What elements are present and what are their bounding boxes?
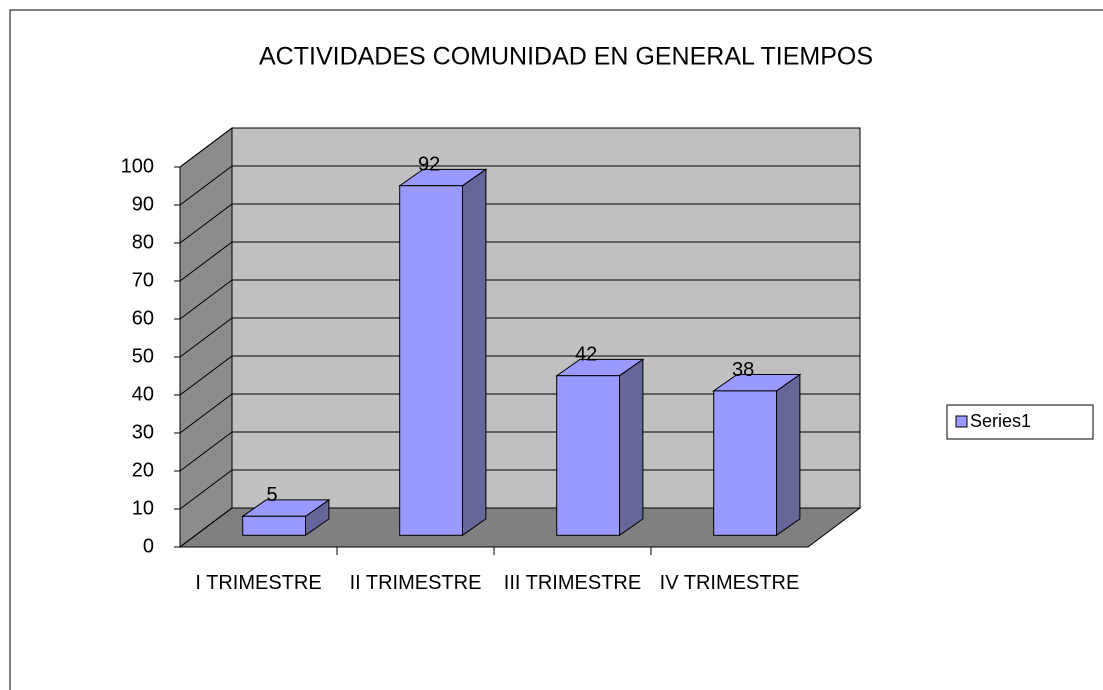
y-tick-label: 50 bbox=[132, 345, 154, 367]
x-tick-label-box: III TRIMESTRE bbox=[503, 572, 642, 594]
legend-swatch bbox=[955, 415, 968, 428]
grid-line bbox=[179, 241, 233, 282]
y-tick-label: 60 bbox=[132, 307, 154, 329]
y-tick-label: 40 bbox=[132, 383, 154, 405]
y-tick-label: 100 bbox=[121, 155, 154, 177]
y-tick-label: 20 bbox=[132, 459, 154, 481]
y-tick-label: 80 bbox=[132, 231, 154, 253]
x-tick-label-box: II TRIMESTRE bbox=[349, 572, 482, 594]
data-label: 92 bbox=[418, 154, 440, 176]
bar-front bbox=[556, 375, 621, 536]
x-tick-label: III TRIMESTRE bbox=[503, 572, 642, 594]
data-label: 38 bbox=[732, 359, 754, 381]
bar bbox=[241, 498, 331, 537]
bar bbox=[398, 168, 488, 537]
y-tick-label: 70 bbox=[132, 269, 154, 291]
grid-line bbox=[179, 393, 233, 434]
legend-label: Series1 bbox=[970, 411, 1031, 431]
bar bbox=[555, 358, 645, 537]
grid-line bbox=[179, 355, 233, 396]
bar-front bbox=[713, 390, 778, 536]
x-tick-label-box: I TRIMESTRE bbox=[195, 572, 322, 594]
grid-line bbox=[179, 317, 233, 358]
grid-line bbox=[179, 165, 233, 206]
data-label: 5 bbox=[267, 484, 278, 506]
bar-front bbox=[242, 515, 306, 536]
y-tick-label: 0 bbox=[143, 535, 154, 557]
bar bbox=[712, 373, 802, 537]
grid-line bbox=[179, 507, 233, 548]
y-tick-label: 30 bbox=[132, 421, 154, 443]
x-tick-label: I TRIMESTRE bbox=[195, 572, 322, 594]
x-tick-label: II TRIMESTRE bbox=[349, 572, 482, 594]
grid-line bbox=[179, 203, 233, 244]
grid-line bbox=[179, 127, 233, 168]
chart-title: ACTIVIDADES COMUNIDAD EN GENERAL TIEMPOS bbox=[259, 43, 873, 71]
grid-line bbox=[179, 279, 233, 320]
grid-line bbox=[179, 469, 233, 510]
data-label: 42 bbox=[575, 344, 597, 366]
y-tick-label: 10 bbox=[132, 497, 154, 519]
x-tick-label: IV TRIMESTRE bbox=[659, 572, 800, 594]
y-tick-label: 90 bbox=[132, 193, 154, 215]
chart-border bbox=[9, 9, 1103, 690]
bar-side bbox=[619, 358, 644, 537]
legend-box bbox=[946, 404, 1094, 440]
grid-line bbox=[179, 431, 233, 472]
bar-side bbox=[776, 373, 801, 537]
legend: Series1 bbox=[946, 404, 1094, 440]
x-tick-label-box: IV TRIMESTRE bbox=[659, 572, 800, 594]
bar-front bbox=[399, 185, 464, 536]
bar-side bbox=[462, 168, 487, 537]
